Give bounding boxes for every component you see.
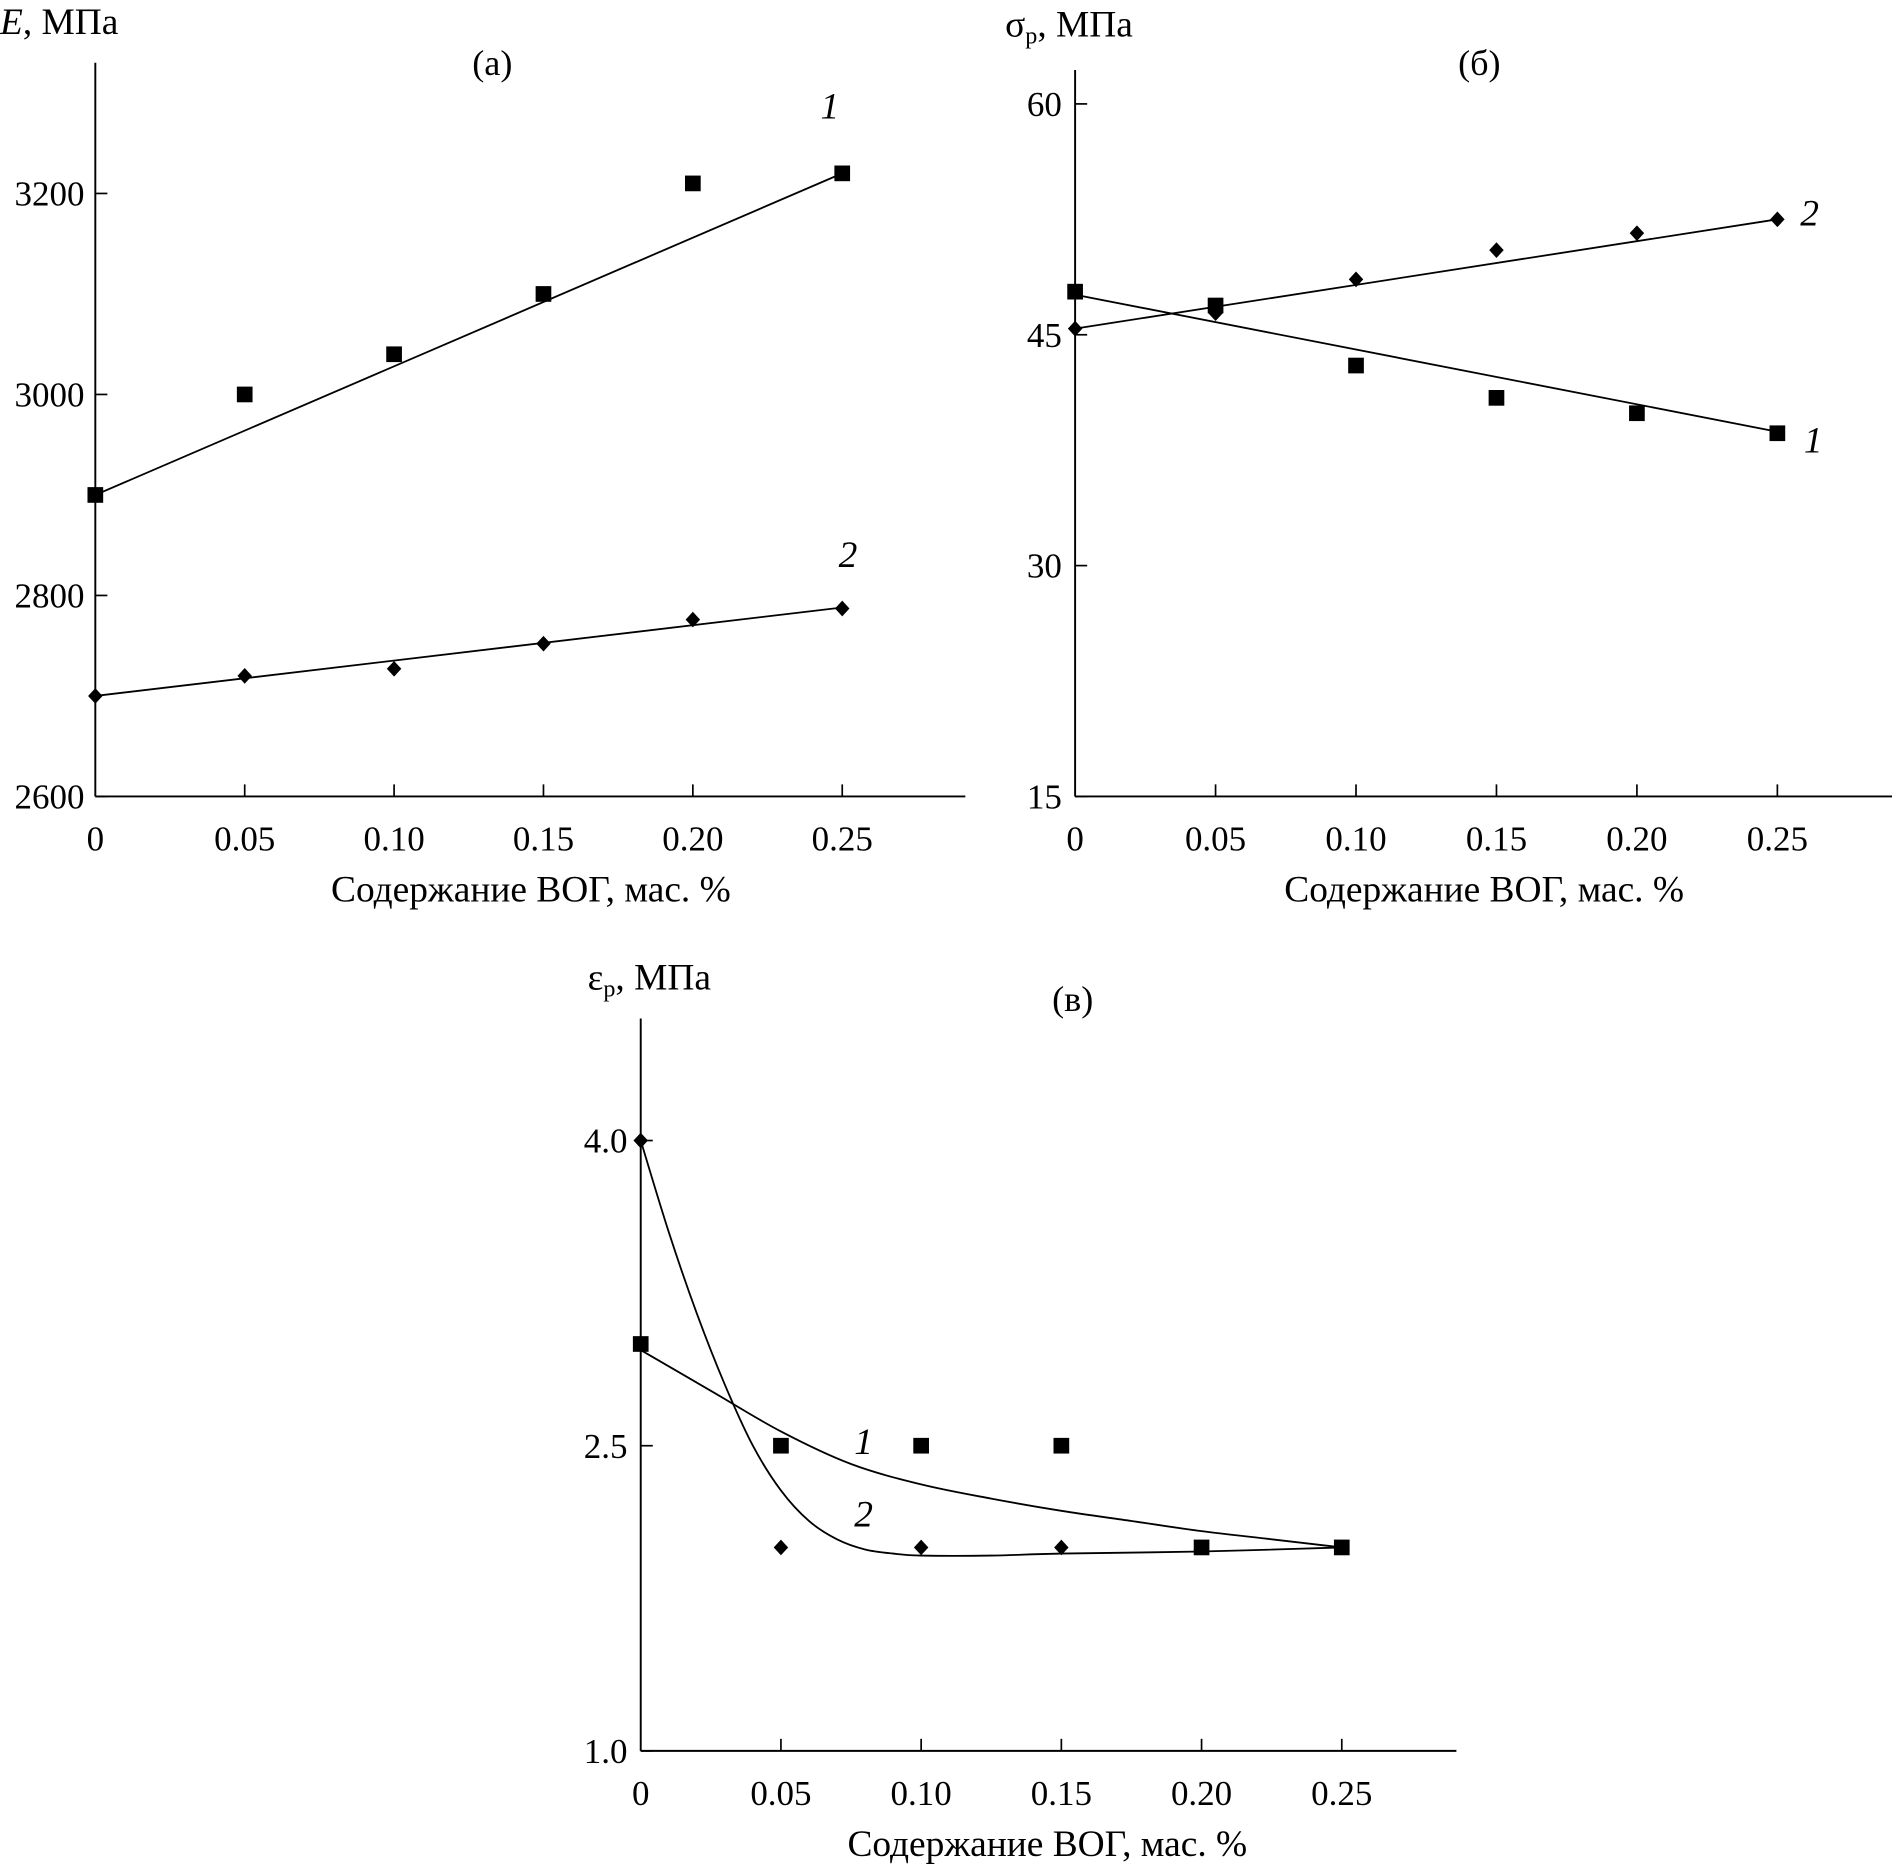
- y-axis-label: E, МПа: [0, 2, 119, 43]
- x-tick-label: 0.15: [513, 820, 574, 859]
- data-point-series-1: [1193, 1539, 1210, 1556]
- data-point-series-1: [685, 175, 701, 192]
- y-axis-subscript: р: [603, 976, 615, 1003]
- data-point-series-2: [536, 635, 551, 652]
- data-point-series-2: [633, 1132, 648, 1149]
- x-tick-label: 0.25: [1747, 820, 1808, 859]
- y-axis-unit: , МПа: [1037, 4, 1133, 45]
- data-point-series-2: [386, 660, 402, 677]
- data-point-series-2: [834, 600, 850, 617]
- data-point-series-2: [1489, 242, 1504, 258]
- y-tick-label: 15: [1027, 778, 1062, 817]
- fit-line-series-1: [1074, 293, 1778, 433]
- data-point-series-2: [1334, 1539, 1350, 1556]
- data-point-series-1: [834, 165, 851, 182]
- series-label: 2: [839, 535, 858, 576]
- fit-line-series-2: [639, 1140, 1342, 1557]
- x-tick-label: 0.25: [1311, 1774, 1372, 1813]
- x-tick-label: 0.05: [214, 820, 275, 859]
- y-tick-label: 60: [1027, 85, 1062, 124]
- series-label: 1: [1804, 421, 1823, 462]
- data-point-series-1: [1067, 283, 1083, 300]
- y-axis-symbol: E: [0, 2, 23, 43]
- data-point-series-1: [1629, 405, 1645, 422]
- data-point-series-2: [1629, 225, 1645, 242]
- panel-label: (б): [1458, 43, 1501, 83]
- x-axis-label: Содержание ВОГ, мас. %: [331, 869, 731, 910]
- y-axis-symbol: ε: [588, 958, 604, 999]
- y-tick-label: 1.0: [584, 1732, 628, 1771]
- y-axis-label: σр, МПа: [1005, 4, 1133, 49]
- fit-line-series-2: [95, 606, 843, 697]
- chart-panel-a: 2600 2800 3000 3200 0 0.05 0.10 0.15 0.20 0.25 Сод…: [0, 2, 966, 910]
- y-tick-label: 4.0: [584, 1122, 628, 1161]
- data-point-series-2: [685, 611, 701, 628]
- data-point-series-1: [386, 346, 402, 363]
- fit-line-series-1: [94, 172, 843, 496]
- data-point-series-2: [773, 1539, 789, 1556]
- x-tick-label: 0.20: [1171, 1774, 1232, 1813]
- x-tick-label: 0: [632, 1774, 650, 1813]
- data-point-series-2: [237, 668, 252, 684]
- series-label: 2: [1800, 194, 1819, 235]
- y-tick-label: 45: [1027, 316, 1062, 355]
- x-tick-label: 0.10: [363, 820, 424, 859]
- y-axis-subscript: р: [1025, 23, 1037, 50]
- fit-line-series-1: [640, 1349, 1342, 1549]
- data-point-series-2: [88, 688, 103, 704]
- series-label: 2: [854, 1494, 873, 1535]
- data-point-series-1: [773, 1437, 789, 1454]
- y-tick-label: 2.5: [584, 1427, 628, 1466]
- data-point-series-1: [535, 286, 552, 302]
- series-label: 1: [854, 1422, 873, 1463]
- data-point-series-2: [1770, 211, 1785, 228]
- data-point-series-1: [1053, 1437, 1070, 1454]
- panel-label: (а): [472, 43, 512, 83]
- y-tick-label: 2600: [14, 778, 84, 817]
- panel-label: (в): [1052, 979, 1093, 1019]
- series-label: 1: [821, 86, 840, 127]
- y-axis-label: εр, МПа: [588, 958, 712, 1003]
- chart-panel-b: 15 30 45 60 0 0.05 0.10 0.15 0.20 0.25 Содержание …: [1005, 4, 1892, 910]
- x-tick-label: 0.15: [1466, 820, 1527, 859]
- data-point-series-2: [913, 1539, 929, 1556]
- x-tick-label: 0.10: [891, 1774, 952, 1813]
- y-axis-unit: , МПа: [615, 958, 711, 999]
- x-tick-label: 0.25: [812, 820, 873, 859]
- x-tick-label: 0.05: [750, 1774, 811, 1813]
- data-point-series-1: [236, 386, 253, 403]
- fit-line-series-2: [1074, 218, 1778, 330]
- y-tick-label: 30: [1027, 547, 1062, 586]
- y-tick-label: 3200: [14, 175, 84, 214]
- data-point-series-1: [87, 487, 104, 503]
- data-point-series-1: [1769, 425, 1786, 442]
- y-tick-label: 2800: [14, 577, 84, 616]
- x-tick-label: 0.05: [1185, 820, 1246, 859]
- x-axis-label: Содержание ВОГ, мас. %: [847, 1824, 1247, 1865]
- x-axis-label: Содержание ВОГ, мас. %: [1284, 869, 1684, 910]
- y-axis-symbol: σ: [1005, 4, 1025, 45]
- y-tick-label: 3000: [14, 376, 84, 415]
- x-tick-label: 0.20: [1606, 820, 1667, 859]
- data-point-series-1: [1488, 390, 1505, 406]
- x-tick-label: 0: [87, 820, 105, 859]
- data-point-series-1: [632, 1336, 649, 1352]
- chart-panel-c: 1.0 2.5 4.0 0 0.05 0.10 0.15 0.20 0.25 Содержание…: [584, 958, 1457, 1865]
- y-axis-unit: , МПа: [23, 2, 119, 43]
- data-point-series-1: [913, 1437, 929, 1454]
- x-tick-label: 0.10: [1325, 820, 1386, 859]
- x-tick-label: 0: [1066, 820, 1084, 859]
- x-tick-label: 0.20: [662, 820, 723, 859]
- data-point-series-1: [1348, 357, 1364, 374]
- x-tick-label: 0.15: [1031, 1774, 1092, 1813]
